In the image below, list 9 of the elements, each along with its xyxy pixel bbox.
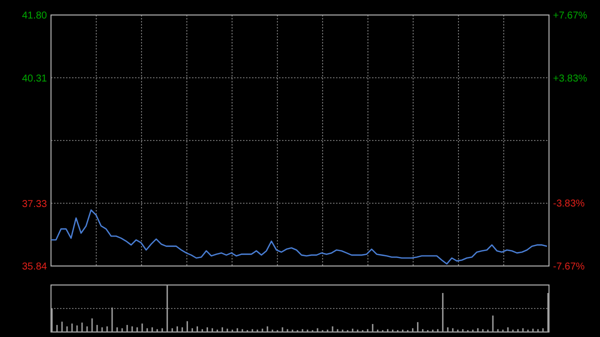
y2-tick-label: +7.67% bbox=[553, 10, 588, 22]
y-tick-label: 37.33 bbox=[22, 198, 48, 210]
y2-tick-label: +3.83% bbox=[553, 73, 588, 84]
line-series bbox=[50, 209, 548, 265]
y-tick-label: 35.84 bbox=[22, 262, 48, 272]
y2-tick-label: -7.67% bbox=[553, 262, 585, 272]
y-tick-label: 41.80 bbox=[22, 10, 48, 22]
y-tick-label: 40.31 bbox=[22, 73, 48, 84]
y2-tick-label: -3.83% bbox=[553, 198, 585, 210]
